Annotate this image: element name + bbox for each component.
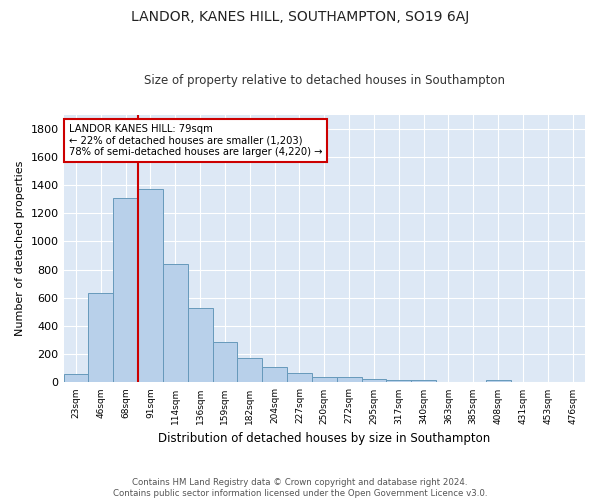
Bar (188, 308, 212, 382)
Bar (337, 377, 362, 382)
Bar (88, 293, 113, 382)
Bar (411, 380, 436, 382)
Bar (238, 358, 262, 382)
Title: Size of property relative to detached houses in Southampton: Size of property relative to detached ho… (144, 74, 505, 87)
Text: LANDOR KANES HILL: 79sqm
← 22% of detached houses are smaller (1,203)
78% of sem: LANDOR KANES HILL: 79sqm ← 22% of detach… (69, 124, 322, 157)
Bar (64, 374, 88, 382)
Y-axis label: Number of detached properties: Number of detached properties (15, 161, 25, 336)
Bar (287, 372, 312, 382)
Bar (485, 380, 511, 382)
Text: Contains HM Land Registry data © Crown copyright and database right 2024.
Contai: Contains HM Land Registry data © Crown c… (113, 478, 487, 498)
Bar (113, 198, 138, 382)
Bar (312, 377, 337, 382)
Bar (212, 342, 238, 382)
Bar (262, 367, 287, 382)
X-axis label: Distribution of detached houses by size in Southampton: Distribution of detached houses by size … (158, 432, 490, 445)
Text: LANDOR, KANES HILL, SOUTHAMPTON, SO19 6AJ: LANDOR, KANES HILL, SOUTHAMPTON, SO19 6A… (131, 10, 469, 24)
Bar (362, 379, 386, 382)
Bar (163, 264, 188, 382)
Bar (138, 190, 163, 382)
Bar (386, 380, 411, 382)
